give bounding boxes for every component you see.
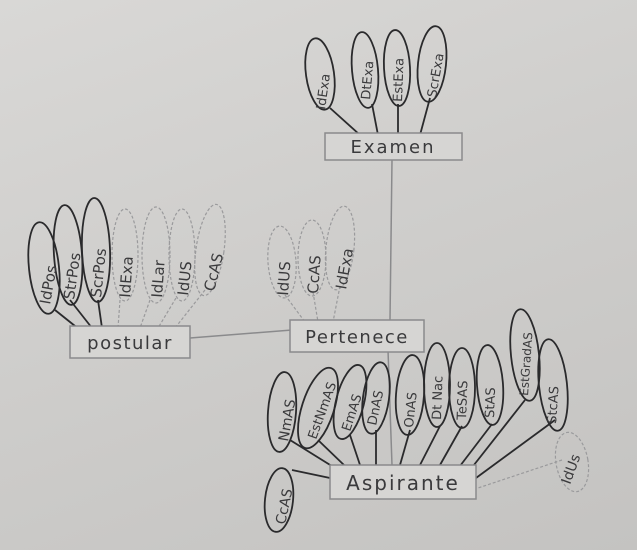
attr-postular-4: IdExa (116, 256, 137, 299)
attr-aspirante-8: TeSAS (455, 380, 471, 421)
attr-oval-aspirante-9 (475, 344, 505, 426)
attr-aspirante-7: Dt Nac (430, 376, 447, 421)
attr-aspirante-11: StcAS (545, 386, 563, 425)
line-examen-pertenece (389, 159, 393, 321)
entity-box-pertenece (289, 319, 425, 353)
attr-postular-5: IdLar (148, 259, 169, 299)
attr-aspirante-10: EstGradAS (517, 332, 535, 396)
entity-postular: postular (87, 333, 173, 354)
entity-group-pertenece: IdUS CcAS IdExa Pertenece (267, 205, 425, 353)
entity-group-examen: IdExa DtExa EstExa ScrExa Examen (304, 25, 463, 161)
attr-oval-postular-7 (194, 203, 226, 297)
connector-lines (189, 159, 393, 466)
attr-oval-aspirante-7 (423, 342, 451, 428)
entity-box-examen (324, 132, 463, 161)
attr-aspirante-5: DnAS (365, 389, 387, 427)
attr-oval-examen-1 (304, 37, 336, 111)
attr-oval-aspirante-5 (361, 361, 391, 435)
attr-postular-7: CcAS (200, 251, 227, 293)
entity-box-postular (69, 325, 191, 359)
attr-aspirante-1: CcAS (273, 487, 296, 526)
entity-pertenece: Pertenece (305, 327, 409, 348)
line-postular-pertenece (189, 329, 293, 339)
attr-postular-3: ScrPos (87, 247, 110, 298)
attr-oval-pertenece-3 (324, 205, 356, 291)
attr-postular-2: StrPos (60, 251, 84, 300)
attr-oval-examen-4 (416, 25, 448, 103)
attr-aspirante-6: OnAS (402, 391, 421, 428)
entity-group-aspirante: CcAS NmAS EstNmAS EmAS DnAS OnAS Dt Nac … (263, 308, 590, 533)
entity-group-postular: IdPos StrPos ScrPos IdExa IdLar IdUS CcA… (27, 197, 227, 359)
attr-aspirante-9: StAS (483, 387, 499, 418)
attr-oval-aspirante-8 (448, 347, 476, 429)
attr-oval-postular-4 (111, 208, 139, 302)
attr-pertenece-1: IdUS (274, 261, 294, 297)
attr-oval-postular-5 (141, 206, 171, 304)
attr-postular-6: IdUS (174, 260, 196, 296)
attr-examen-2: DtExa (359, 60, 377, 100)
attr-pertenece-3: IdExa (332, 247, 357, 291)
attr-oval-pertenece-1 (267, 225, 297, 299)
line-pertenece-aspirante (387, 349, 393, 466)
attr-oval-aspirante-11 (537, 338, 569, 432)
attr-oval-examen-3 (382, 29, 412, 107)
attr-oval-postular-1 (27, 221, 61, 315)
attr-oval-aspirante-1 (263, 467, 295, 533)
attr-oval-aspirante-12 (554, 431, 590, 493)
entity-examen: Examen (350, 137, 435, 158)
attr-pertenece-2: CcAS (304, 255, 325, 295)
attr-oval-aspirante-2 (266, 371, 298, 453)
entity-box-aspirante (329, 464, 477, 500)
attr-aspirante-12: IdUs (559, 452, 584, 486)
attr-examen-1: IdExa (314, 73, 334, 111)
attr-oval-aspirante-4 (332, 364, 368, 440)
entity-aspirante: Aspirante (346, 471, 460, 495)
attr-oval-postular-6 (168, 208, 196, 302)
attr-oval-examen-2 (350, 31, 380, 109)
attr-aspirante-2: NmAS (276, 398, 299, 443)
attr-examen-3: EstExa (391, 58, 408, 102)
attr-oval-postular-3 (80, 197, 112, 303)
